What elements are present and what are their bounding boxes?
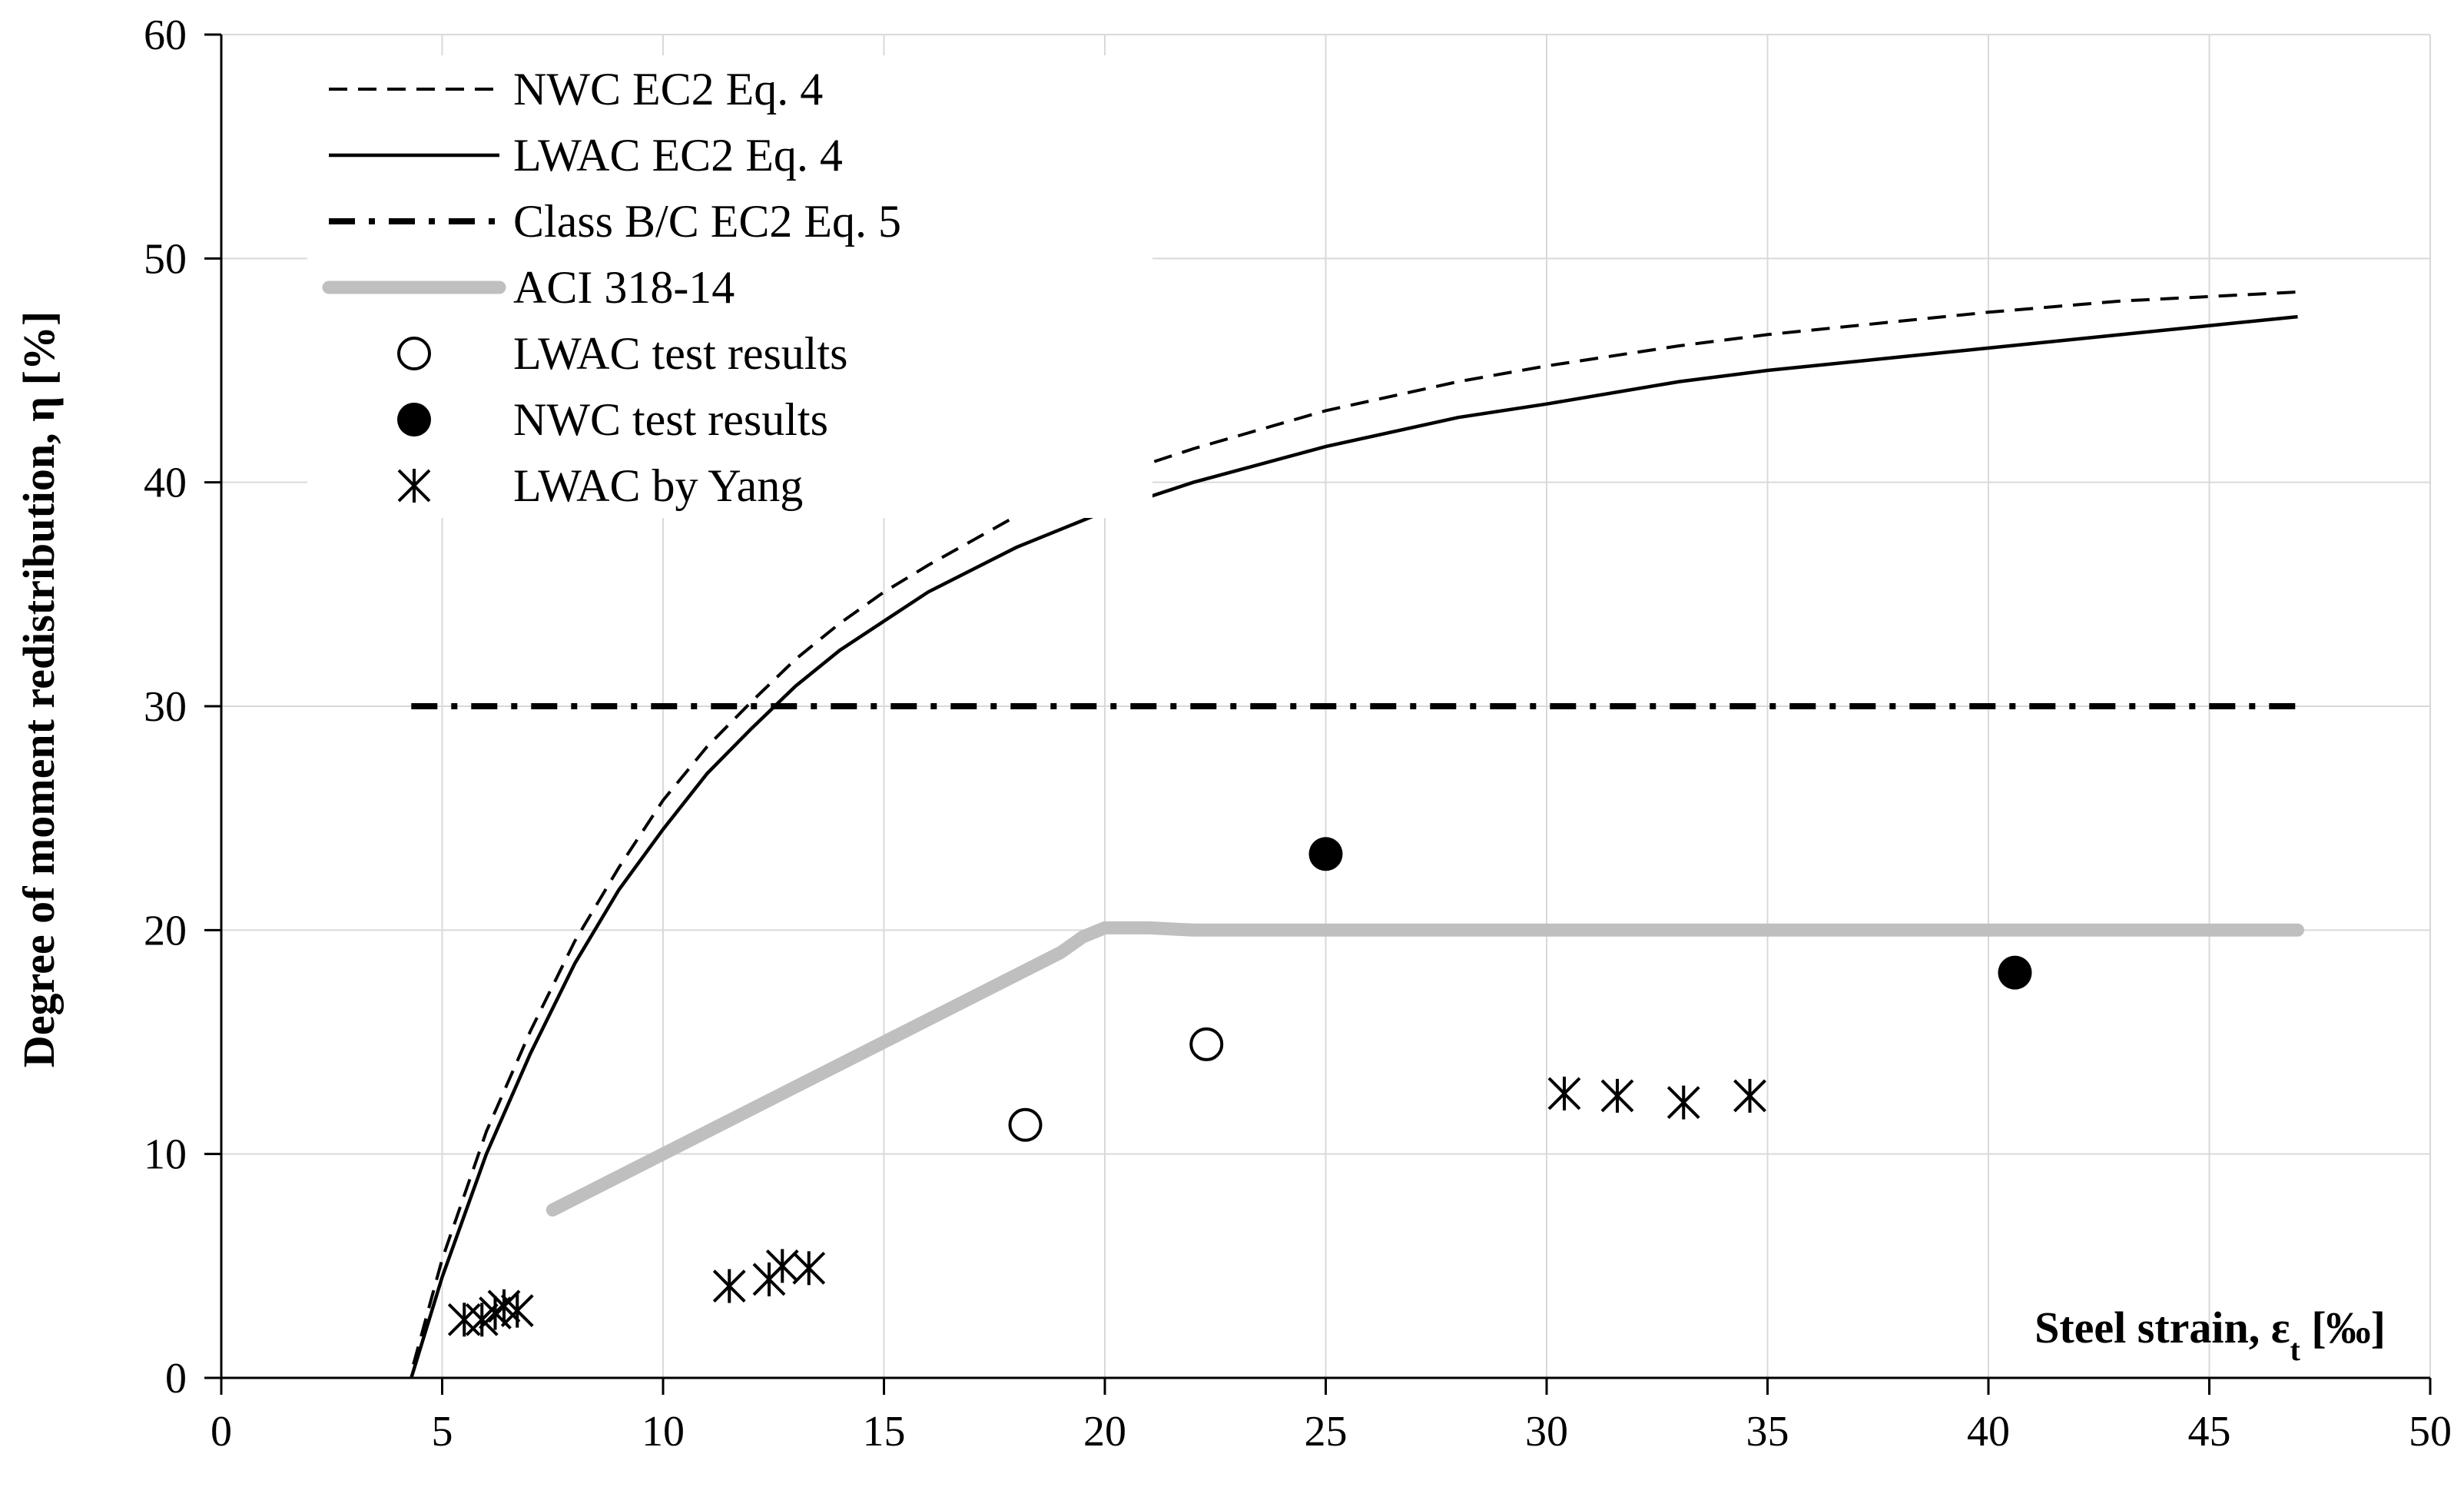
x-tick-label: 50 xyxy=(2409,1408,2452,1455)
y-tick-label: 20 xyxy=(144,907,187,954)
x-tick-label: 15 xyxy=(863,1408,906,1455)
x-tick-label: 45 xyxy=(2188,1408,2231,1455)
lwac-ec2-eq-4-legend-label: LWAC EC2 Eq. 4 xyxy=(513,130,843,181)
nwc-test-results-point xyxy=(1998,955,2032,990)
lwac-by-yang-point xyxy=(447,1303,481,1337)
lwac-by-yang-point xyxy=(792,1251,826,1286)
legend-row-bg xyxy=(307,386,1152,452)
x-tick-label: 40 xyxy=(1967,1408,2010,1455)
x-tick-label: 10 xyxy=(642,1408,685,1455)
legend-row-bg xyxy=(307,188,1152,254)
lwac-test-results-point xyxy=(1189,1027,1224,1061)
lwac-ec2-eq-4-line xyxy=(410,314,2298,1379)
x-tick-label: 20 xyxy=(1083,1408,1126,1455)
x-axis-title-main: Steel strain, ε xyxy=(2035,1303,2290,1353)
x-tick-label: 35 xyxy=(1746,1408,1789,1455)
axis-layer: 0 10 20 30 40 50 60 0 5 10 15 20 25 30 35 40 45 50 xyxy=(144,12,2452,1455)
lwac-by-yang-point xyxy=(487,1289,521,1323)
y-axis-title: Degree of moment redistribution, η [%] xyxy=(14,311,64,1067)
nwc-test-results-legend-label: NWC test results xyxy=(513,394,828,445)
axis-titles: Degree of moment redistribution, η [%] S… xyxy=(14,311,2386,1367)
x-tick-label: 25 xyxy=(1305,1408,1348,1455)
y-tick-label: 60 xyxy=(144,12,187,59)
y-tick-label: 10 xyxy=(144,1131,187,1179)
legend-row-bg xyxy=(307,452,1152,518)
nwc-ec2-eq-4-line xyxy=(412,290,2298,1366)
lwac-by-yang-point xyxy=(1733,1078,1766,1113)
series-layer xyxy=(410,290,2304,1379)
lwac-by-yang-point xyxy=(1666,1085,1700,1120)
x-tick-label: 0 xyxy=(211,1408,232,1455)
x-axis-title-sub: t xyxy=(2290,1333,2301,1367)
x-axis-title-unit: [‰] xyxy=(2300,1303,2386,1353)
aci-318-14-legend-label: ACI 318-14 xyxy=(513,262,735,313)
y-tick-label: 0 xyxy=(165,1355,187,1402)
lwac-test-results-legend-symbol xyxy=(397,337,431,370)
legend: NWC EC2 Eq. 4 LWAC EC2 Eq. 4 Class B/C EC2… xyxy=(307,55,1152,518)
lwac-by-yang-legend-symbol xyxy=(397,469,431,503)
lwac-test-results-point xyxy=(1008,1107,1043,1142)
nwc-test-results-legend-symbol xyxy=(397,403,431,436)
lwac-by-yang-point xyxy=(712,1269,746,1303)
lwac-test-results-legend-label: LWAC test results xyxy=(513,328,848,379)
x-axis-title: Steel strain, εt [‰] xyxy=(2035,1303,2386,1367)
lwac-by-yang-point xyxy=(1600,1078,1634,1113)
aci-318-14-line xyxy=(546,921,2304,1216)
x-tick-label: 30 xyxy=(1525,1408,1568,1455)
nwc-ec2-eq-4-legend-label: NWC EC2 Eq. 4 xyxy=(513,64,823,115)
lwac-by-yang-point xyxy=(500,1293,534,1328)
legend-row-bg xyxy=(307,320,1152,386)
y-tick-label: 30 xyxy=(144,683,187,731)
marker-layer xyxy=(447,837,2032,1337)
y-tick-label: 50 xyxy=(144,235,187,283)
x-tick-label: 5 xyxy=(432,1408,453,1455)
lwac-by-yang-legend-label: LWAC by Yang xyxy=(513,460,803,511)
nwc-test-results-point xyxy=(1308,837,1343,871)
class-b-c-ec2-eq-5-legend-label: Class B/C EC2 Eq. 5 xyxy=(513,196,901,247)
lwac-by-yang-point xyxy=(1547,1077,1581,1111)
lwac-by-yang-point xyxy=(765,1249,799,1283)
y-tick-label: 40 xyxy=(144,460,187,507)
